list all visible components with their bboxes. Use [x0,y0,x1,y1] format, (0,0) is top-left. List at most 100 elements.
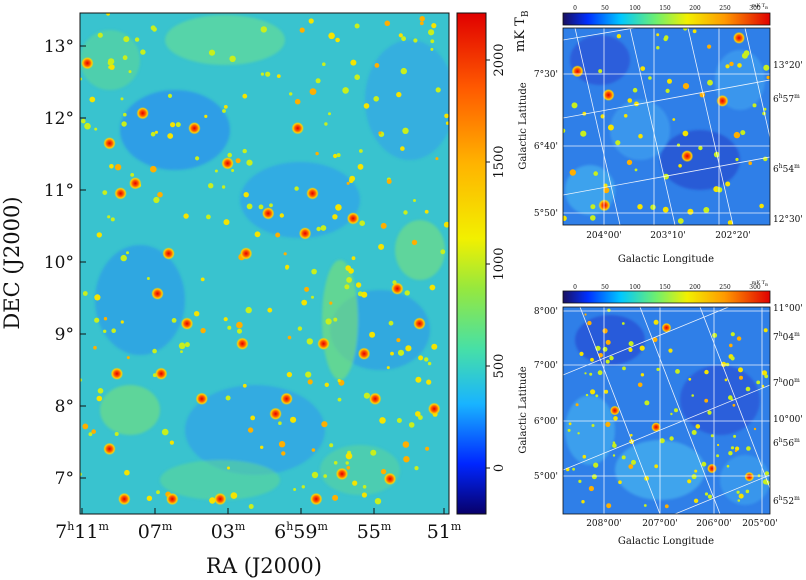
source-dot [695,424,701,429]
bottom-right-colorbar-label: mK TB [752,280,768,287]
bottom-right-map-frame [562,306,771,515]
bright-source [239,247,253,260]
source-dot [223,317,228,322]
source-dot [640,373,645,377]
source-dot [663,36,668,42]
source-dot [208,183,214,189]
source-dot [748,161,752,165]
source-dot [352,480,358,486]
source-dot [707,410,712,415]
source-dot [678,164,682,168]
source-dot [278,421,282,426]
bright-source [602,89,615,101]
source-dot [662,206,669,213]
source-dot [242,93,248,99]
svg-text:150: 150 [659,284,671,291]
source-dot [355,282,362,288]
source-dot [344,284,350,290]
source-dot [431,23,437,29]
bright-source [110,367,124,380]
source-dot [332,494,339,501]
source-dot [329,443,334,448]
source-dot [419,16,425,22]
bright-source [103,137,116,150]
source-dot [183,213,189,219]
source-dot [675,369,680,374]
bottom-right-right-label: 7h04m [773,331,800,343]
bright-source [317,337,330,350]
source-dot [426,379,432,385]
top-right-right-label: 6h54m [773,163,800,175]
source-dot [156,490,160,495]
source-dot [413,199,416,202]
source-dot [345,452,353,460]
source-dot [269,203,273,208]
source-dot [109,64,115,70]
bright-source [298,227,312,240]
source-dot [152,26,157,32]
top-right-right-label: 12°30' [773,215,803,225]
source-dot [400,67,407,75]
source-dot [704,398,709,403]
bottom-right-right-label: 7h00m [773,377,800,389]
bright-source [155,367,168,380]
source-dot [204,114,208,118]
source-dot [315,151,319,156]
source-dot [96,232,103,238]
source-dot [593,462,599,468]
source-dot [222,109,226,113]
source-dot [759,203,764,209]
source-dot [354,23,360,29]
y-tick-label: 7° [55,469,74,489]
source-dot [206,214,211,220]
source-dot [415,376,422,383]
source-dot [369,331,376,338]
source-dot [150,165,157,173]
source-dot [337,379,341,383]
source-dot [701,461,707,467]
source-dot [623,114,628,118]
source-dot [654,464,659,469]
source-dot [289,92,293,96]
source-dot [405,345,412,352]
source-dot [107,58,115,65]
source-dot [567,428,571,432]
source-dot [357,163,364,170]
source-dot [200,327,206,334]
source-dot [615,140,621,146]
x-tick-label: 07m [138,520,173,543]
source-dot [333,461,338,465]
main-colorbar-gradient [456,12,487,515]
bright-source [195,392,208,405]
source-dot [396,91,402,98]
source-dot [425,446,430,451]
source-dot [704,492,709,496]
source-dot [379,417,386,424]
source-dot [231,169,235,172]
source-dot [640,66,646,71]
source-dot [729,343,733,348]
source-dot [639,345,645,351]
source-dot [429,284,436,291]
source-dot [430,39,435,44]
top-right-y-axis-label: Galactic Latitude [518,82,529,169]
source-dot [380,468,387,475]
source-dot [580,130,587,137]
source-dot [320,225,327,231]
source-dot [581,500,585,504]
source-dot [227,152,232,158]
source-dot [612,454,616,457]
source-dot [733,434,737,438]
source-dot [728,395,733,400]
source-dot [315,78,321,84]
svg-text:300: 300 [749,5,761,12]
source-dot [683,28,688,31]
source-dot [577,432,580,435]
source-dot [628,341,634,347]
source-dot [667,78,672,84]
source-dot [630,433,633,437]
source-dot [643,504,647,507]
source-dot [738,367,743,373]
source-dot [167,93,173,98]
top-right-y-tick: 6°40' [534,142,558,152]
